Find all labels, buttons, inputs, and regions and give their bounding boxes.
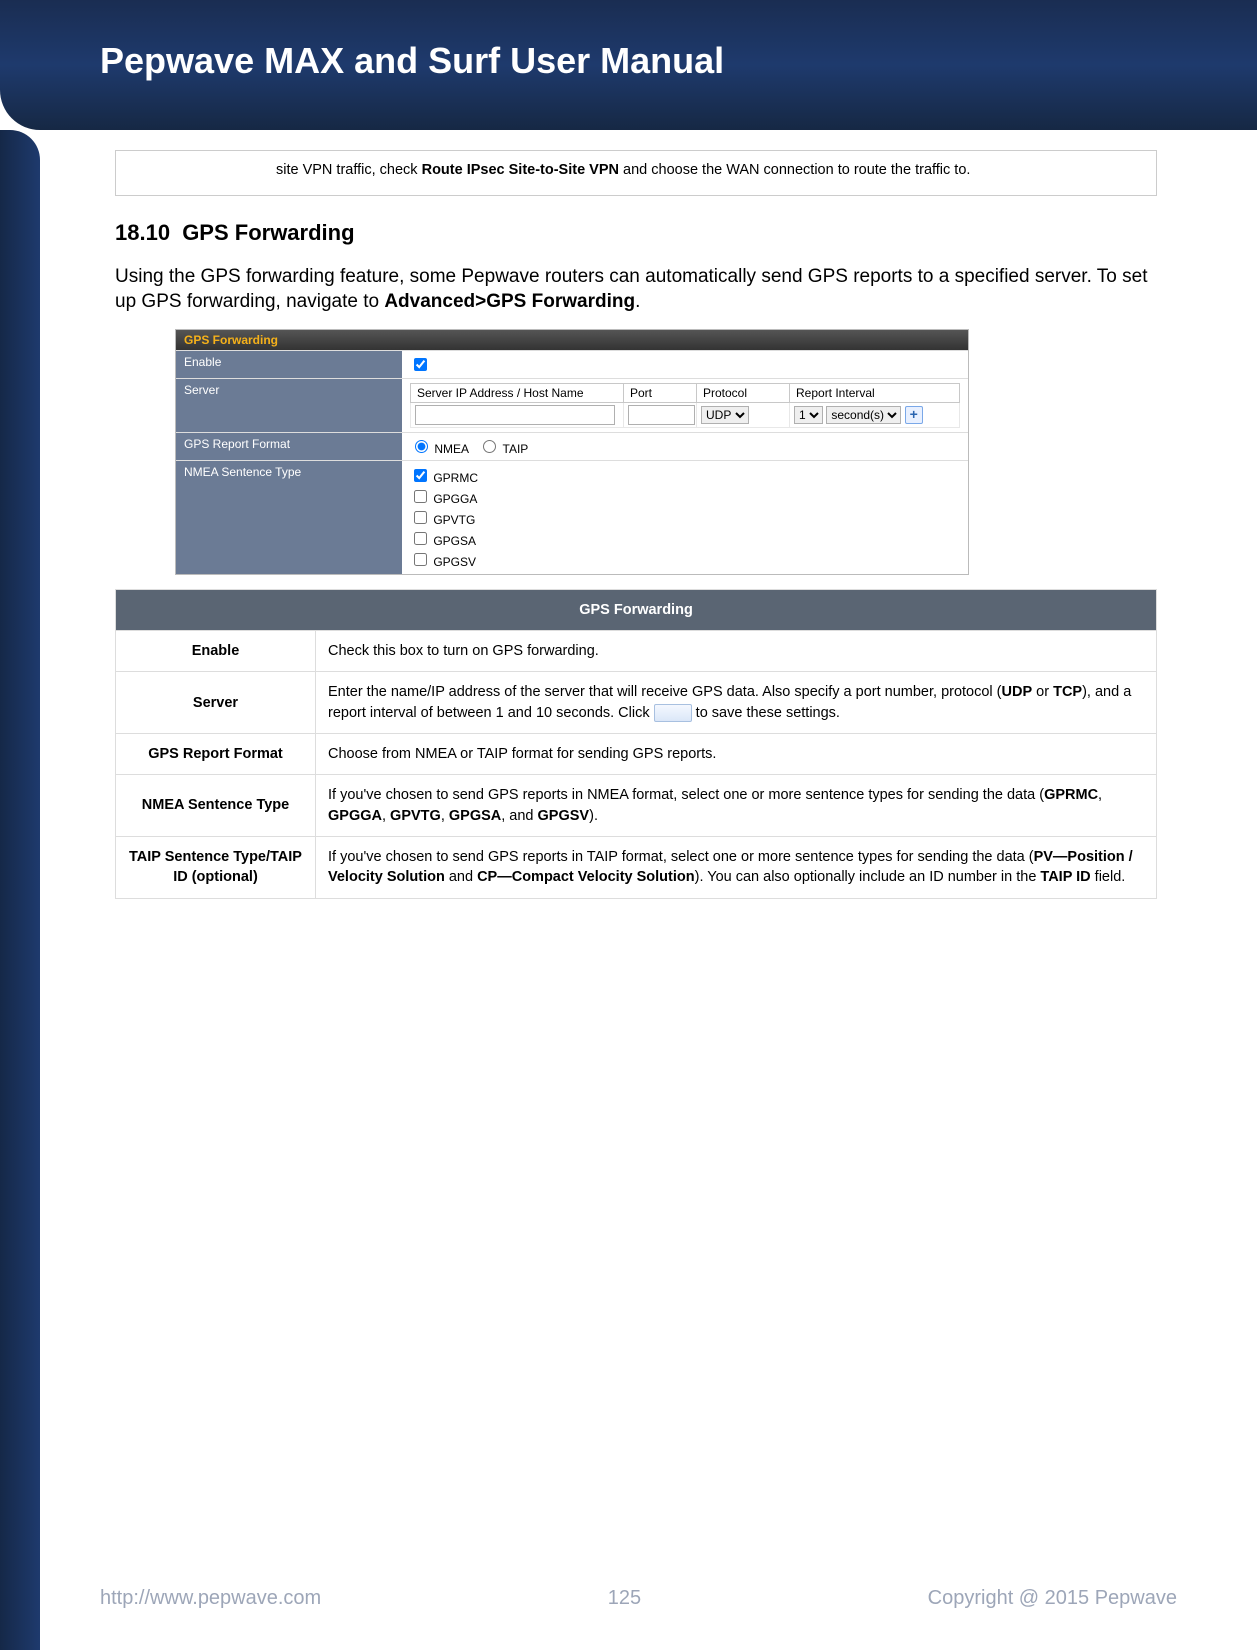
protocol-select[interactable]: UDP <box>701 406 749 424</box>
param-desc-server: Enter the name/IP address of the server … <box>316 672 1157 734</box>
intro-para-after: . <box>635 291 640 312</box>
table-row: Server Enter the name/IP address of the … <box>116 672 1157 734</box>
footer-url: http://www.pepwave.com <box>100 1587 321 1610</box>
col-addr: Server IP Address / Host Name <box>411 383 624 402</box>
txt: ). <box>589 808 598 824</box>
left-strip <box>0 130 40 1650</box>
bold: CP—Compact Velocity Solution <box>477 869 695 885</box>
intro-text-suffix: and choose the WAN connection to route t… <box>619 162 970 178</box>
txt: or <box>1032 684 1053 700</box>
bold: GPVTG <box>390 808 441 824</box>
intro-bold: Route IPsec Site-to-Site VPN <box>422 162 619 178</box>
param-name-server: Server <box>116 672 316 734</box>
txt: , <box>441 808 449 824</box>
nmea-gpgsv-checkbox[interactable] <box>414 553 427 566</box>
table-row: GPS Report Format Choose from NMEA or TA… <box>116 734 1157 775</box>
save-button-icon <box>654 704 692 722</box>
format-taip-label: TAIP <box>503 442 529 456</box>
intro-text-prefix: site VPN traffic, check <box>276 162 422 178</box>
bold: UDP <box>1002 684 1033 700</box>
nmea-gpvtg-checkbox[interactable] <box>414 511 427 524</box>
txt: ). You can also optionally include an ID… <box>695 869 1041 885</box>
footer-page: 125 <box>608 1587 641 1610</box>
format-nmea-radio[interactable] <box>415 440 428 453</box>
txt: , <box>1098 787 1102 803</box>
param-name-enable: Enable <box>116 631 316 672</box>
param-name-format: GPS Report Format <box>116 734 316 775</box>
col-interval: Report Interval <box>790 383 960 402</box>
col-protocol: Protocol <box>697 383 790 402</box>
param-name-nmea: NMEA Sentence Type <box>116 775 316 837</box>
txt: , <box>382 808 390 824</box>
bold: TCP <box>1053 684 1082 700</box>
interval-unit-select[interactable]: second(s) <box>826 406 901 424</box>
footer: http://www.pepwave.com 125 Copyright @ 2… <box>100 1587 1177 1610</box>
nmea-opt-2: GPVTG <box>433 513 475 527</box>
nmea-opt-3: GPGSA <box>433 534 476 548</box>
label-gps-format: GPS Report Format <box>176 433 402 460</box>
txt: to save these settings. <box>692 705 840 721</box>
nmea-gpgsa-checkbox[interactable] <box>414 532 427 545</box>
label-nmea-type: NMEA Sentence Type <box>176 461 402 574</box>
txt: , and <box>501 808 537 824</box>
intro-continuation-box: site VPN traffic, check Route IPsec Site… <box>115 150 1157 196</box>
intro-para-bold: Advanced>GPS Forwarding <box>384 291 635 312</box>
bold: GPGSA <box>449 808 501 824</box>
txt: Enter the name/IP address of the server … <box>328 684 1002 700</box>
server-port-input[interactable] <box>628 405 695 425</box>
col-port: Port <box>624 383 697 402</box>
txt: If you've chosen to send GPS reports in … <box>328 849 1034 865</box>
table-row: Enable Check this box to turn on GPS for… <box>116 631 1157 672</box>
param-desc-enable: Check this box to turn on GPS forwarding… <box>316 631 1157 672</box>
gps-forwarding-param-table: GPS Forwarding Enable Check this box to … <box>115 589 1157 899</box>
intro-paragraph: Using the GPS forwarding feature, some P… <box>115 264 1157 315</box>
table-row: NMEA Sentence Type If you've chosen to s… <box>116 775 1157 837</box>
header-bar: Pepwave MAX and Surf User Manual <box>0 0 1257 130</box>
nmea-opt-1: GPGGA <box>433 492 477 506</box>
section-title: GPS Forwarding <box>182 220 354 245</box>
table-row: TAIP Sentence Type/TAIP ID (optional) If… <box>116 836 1157 898</box>
label-enable: Enable <box>176 351 402 378</box>
param-table-header: GPS Forwarding <box>116 589 1157 630</box>
nmea-gpgga-checkbox[interactable] <box>414 490 427 503</box>
bold: GPGGA <box>328 808 382 824</box>
txt: and <box>445 869 477 885</box>
doc-title: Pepwave MAX and Surf User Manual <box>0 0 1257 82</box>
server-addr-input[interactable] <box>415 405 615 425</box>
param-desc-nmea: If you've chosen to send GPS reports in … <box>316 775 1157 837</box>
param-name-taip: TAIP Sentence Type/TAIP ID (optional) <box>116 836 316 898</box>
section-heading: 18.10 GPS Forwarding <box>115 220 1157 246</box>
panel-title: GPS Forwarding <box>176 330 968 350</box>
format-taip-radio[interactable] <box>483 440 496 453</box>
param-desc-format: Choose from NMEA or TAIP format for send… <box>316 734 1157 775</box>
param-desc-taip: If you've chosen to send GPS reports in … <box>316 836 1157 898</box>
txt: If you've chosen to send GPS reports in … <box>328 787 1044 803</box>
bold: GPRMC <box>1044 787 1098 803</box>
format-nmea-label: NMEA <box>434 442 468 456</box>
label-server: Server <box>176 379 402 432</box>
add-server-icon[interactable]: + <box>905 406 923 424</box>
bold: GPGSV <box>538 808 590 824</box>
nmea-opt-0: GPRMC <box>433 471 478 485</box>
footer-copyright: Copyright @ 2015 Pepwave <box>928 1587 1177 1610</box>
txt: field. <box>1091 869 1126 885</box>
nmea-opt-4: GPGSV <box>433 555 476 569</box>
section-number: 18.10 <box>115 220 170 246</box>
nmea-gprmc-checkbox[interactable] <box>414 469 427 482</box>
enable-checkbox[interactable] <box>414 358 427 371</box>
gps-forwarding-screenshot: GPS Forwarding Enable Server Server IP A… <box>175 329 969 575</box>
interval-num-select[interactable]: 1 <box>794 406 823 424</box>
bold: TAIP ID <box>1040 869 1090 885</box>
